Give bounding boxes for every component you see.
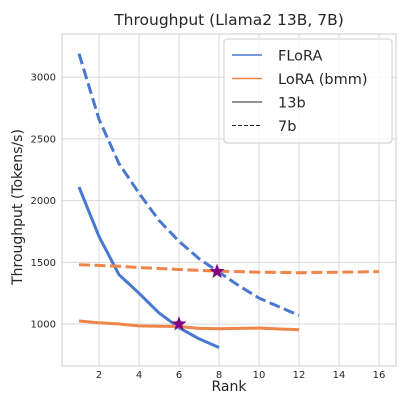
series-line-lora-bmm-13b — [78, 319, 300, 332]
star-marker-13b — [171, 316, 187, 331]
x-tick-label: 10 — [253, 370, 266, 381]
legend-label: 7b — [278, 119, 296, 135]
chart-title: Throughput (Llama2 13B, 7B) — [113, 11, 344, 29]
y-tick-labels: 1000 1500 2000 2500 3000 — [31, 73, 56, 331]
x-tick-label: 12 — [293, 370, 306, 381]
series-line-flora-13b — [77, 186, 220, 349]
legend-label: FLoRA — [278, 49, 323, 65]
x-tick-label: 8 — [216, 370, 222, 381]
series-line-lora-bmm-7b — [78, 263, 380, 275]
y-tick-label: 1500 — [31, 258, 56, 269]
x-tick-label: 14 — [333, 370, 346, 381]
x-tick-label: 16 — [373, 370, 386, 381]
y-tick-label: 1000 — [31, 320, 56, 331]
legend: FLoRA LoRA (bmm) 13b 7b — [223, 38, 393, 144]
x-axis-label: Rank — [212, 379, 248, 395]
plot-frame — [61, 33, 397, 367]
x-tick-label: 2 — [96, 370, 102, 381]
legend-label: LoRA (bmm) — [278, 72, 367, 88]
series-layer — [77, 53, 380, 349]
series-line-flora-7b — [77, 53, 300, 317]
x-tick-labels: 2 4 6 8 10 12 14 16 — [96, 370, 386, 381]
y-tick-label: 2000 — [31, 196, 56, 207]
star-marker-7b — [209, 263, 225, 279]
y-axis-label: Throughput (Tokens/s) — [10, 129, 26, 286]
legend-box — [223, 38, 393, 144]
y-tick-label: 2500 — [31, 134, 56, 145]
x-tick-label: 6 — [176, 370, 182, 381]
markers-layer — [171, 263, 225, 331]
x-tick-label: 4 — [136, 370, 142, 381]
y-tick-label: 3000 — [31, 73, 56, 84]
legend-label: 13b — [278, 96, 306, 112]
